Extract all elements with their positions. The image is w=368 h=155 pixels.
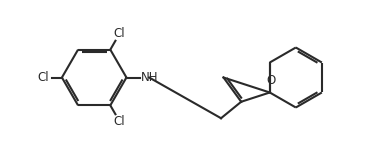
Text: Cl: Cl (114, 27, 125, 40)
Text: NH: NH (141, 71, 158, 84)
Text: O: O (266, 74, 276, 87)
Text: Cl: Cl (114, 115, 125, 128)
Text: Cl: Cl (38, 71, 49, 84)
